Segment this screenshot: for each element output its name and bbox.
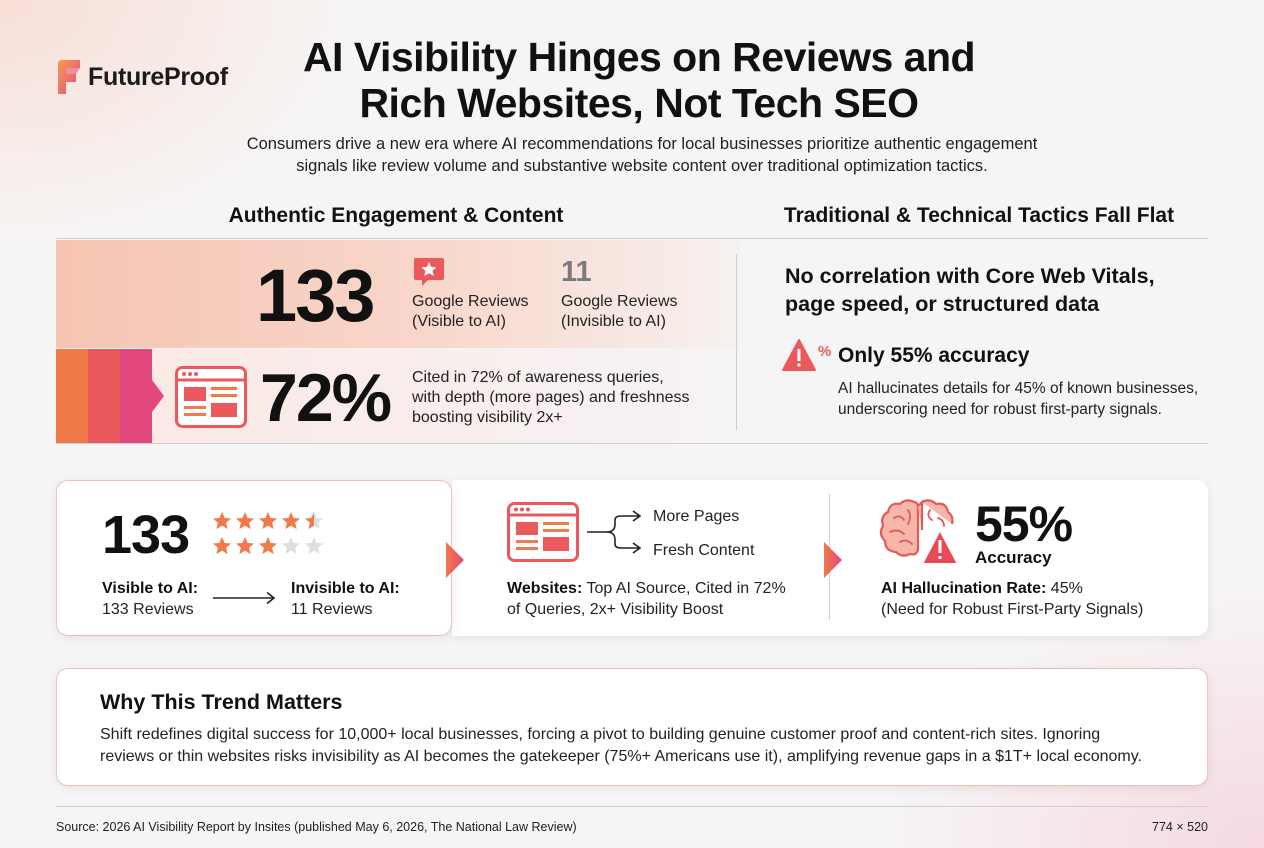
- chevron-right-icon-2: [824, 542, 842, 578]
- chevron-right-icon: [446, 542, 464, 578]
- branch-fresh-content: Fresh Content: [653, 542, 755, 559]
- reviews-invisible-label-1: Google Reviews: [561, 293, 678, 310]
- warning-percent-icon: %: [782, 339, 831, 371]
- no-correlation-claim: No correlation with Core Web Vitals, pag…: [785, 262, 1155, 318]
- visible-to-ai-label: Visible to AI:: [102, 580, 199, 597]
- subtitle-line-2: signals like review volume and substanti…: [296, 157, 988, 175]
- reviews-invisible-number: 11: [561, 256, 592, 288]
- reviews-visible-label-1: Google Reviews: [412, 293, 529, 310]
- websites-caption-line-2: of Queries, 2x+ Visibility Boost: [507, 601, 724, 618]
- accuracy-line-2: underscoring need for robust first-party…: [838, 401, 1162, 418]
- hallucination-caption: AI Hallucination Rate: 45% (Need for Rob…: [881, 578, 1143, 620]
- websites-caption-rest: Top AI Source, Cited in 72%: [582, 580, 786, 597]
- reviews-band: [56, 240, 740, 348]
- section-divider-bottom: [56, 443, 1208, 444]
- column-divider: [736, 254, 737, 430]
- left-section-heading: Authentic Engagement & Content: [228, 204, 564, 227]
- why-body: Shift redefines digital success for 10,0…: [100, 724, 1180, 768]
- stars-row-1-star-3: [259, 512, 277, 529]
- stars-row-2-star-2: [236, 537, 254, 554]
- page-subtitle: Consumers drive a new era where AI recom…: [200, 133, 1084, 177]
- why-line-1: Shift redefines digital success for 10,0…: [100, 726, 1101, 743]
- claim-line-2: page speed, or structured data: [785, 292, 1100, 316]
- section-divider-top: [56, 238, 1208, 239]
- card-reviews-number: 133: [102, 505, 190, 565]
- stars-row-2-star-4: [282, 537, 300, 554]
- branch-arrows-icon: [587, 510, 642, 554]
- reviews-invisible-label-2: (Invisible to AI): [561, 313, 666, 330]
- title-line-1: AI Visibility Hinges on Reviews and: [302, 34, 976, 80]
- website-citation-percent: 72%: [260, 360, 392, 436]
- accuracy-number: 55%: [975, 496, 1073, 552]
- browser-window-icon: [175, 366, 247, 428]
- brain-warning-icon: [879, 499, 959, 565]
- stars-row-1-star-4: [282, 512, 300, 529]
- stars-row-1-star-1: [213, 512, 231, 529]
- reviews-visible-label-2: (Visible to AI): [412, 313, 506, 330]
- website-band: [56, 349, 740, 443]
- brand-name: FutureProof: [88, 62, 228, 91]
- accuracy-description: AI hallucinates details for 45% of known…: [838, 378, 1198, 420]
- star-rating-row-1: [213, 512, 323, 529]
- accuracy-line-1: AI hallucinates details for 45% of known…: [838, 380, 1199, 397]
- page-title: AI Visibility Hinges on Reviews and Rich…: [250, 34, 1028, 126]
- stripe-orange: [56, 349, 88, 443]
- visible-to-ai-value: 133 Reviews: [102, 601, 194, 618]
- stars-row-2-star-5: [305, 537, 323, 554]
- footer-divider: [56, 806, 1208, 807]
- reviews-invisible-label: Google Reviews (Invisible to AI): [561, 292, 678, 332]
- website-stat-line-3: boosting visibility 2x+: [412, 409, 563, 426]
- browser-window-icon-small: [507, 502, 579, 562]
- stars-row-2-star-1: [213, 537, 231, 554]
- invisible-to-ai-label: Invisible to AI:: [291, 580, 400, 597]
- website-stat-line-1: Cited in 72% of awareness queries,: [412, 369, 664, 386]
- warning-percent-symbol: %: [818, 343, 831, 360]
- stars-row-1-star-5: [305, 512, 323, 529]
- source-citation: Source: 2026 AI Visibility Report by Ins…: [56, 820, 577, 834]
- invisible-to-ai-block: Invisible to AI: 11 Reviews: [291, 578, 400, 620]
- invisible-to-ai-value: 11 Reviews: [291, 601, 373, 618]
- stripe-arrow-icon: [152, 380, 164, 412]
- stars-row-1-star-2: [236, 512, 254, 529]
- arrow-right-icon: [213, 591, 276, 605]
- websites-caption-bold: Websites:: [507, 580, 583, 597]
- stripe-pink: [120, 349, 152, 443]
- brand-logo: FutureProof: [56, 58, 228, 96]
- star-rating-row-2: [213, 537, 323, 554]
- websites-caption: Websites: Top AI Source, Cited in 72% of…: [507, 578, 786, 620]
- why-card: [56, 668, 1208, 786]
- visible-to-ai-block: Visible to AI: 133 Reviews: [102, 578, 198, 620]
- subtitle-line-1: Consumers drive a new era where AI recom…: [246, 135, 1038, 153]
- right-section-heading: Traditional & Technical Tactics Fall Fla…: [783, 204, 1175, 227]
- hallucination-caption-rest: 45%: [1046, 580, 1083, 597]
- website-stat-description: Cited in 72% of awareness queries, with …: [412, 368, 689, 428]
- hallucination-caption-bold: AI Hallucination Rate:: [881, 580, 1047, 597]
- branch-more-pages: More Pages: [653, 508, 740, 525]
- reviews-visible-number: 133: [256, 254, 375, 337]
- claim-line-1: No correlation with Core Web Vitals,: [785, 264, 1155, 288]
- hallucination-caption-line-2: (Need for Robust First-Party Signals): [881, 601, 1144, 618]
- futureproof-logo-icon: [58, 60, 80, 94]
- why-heading: Why This Trend Matters: [100, 690, 343, 714]
- stripe-red: [88, 349, 120, 443]
- review-star-bubble-icon: [414, 258, 444, 286]
- reviews-visible-label: Google Reviews (Visible to AI): [412, 292, 529, 332]
- stars-row-2-star-3: [259, 537, 277, 554]
- image-dimensions: 774 × 520: [1152, 820, 1208, 834]
- accuracy-sub: Accuracy: [975, 548, 1052, 567]
- why-line-2: reviews or thin websites risks invisibil…: [100, 748, 1142, 765]
- reviews-card: [56, 480, 452, 636]
- title-line-2: Rich Websites, Not Tech SEO: [359, 80, 919, 126]
- accuracy-heading: Only 55% accuracy: [838, 344, 1030, 367]
- website-stat-line-2: with depth (more pages) and freshness: [412, 389, 690, 406]
